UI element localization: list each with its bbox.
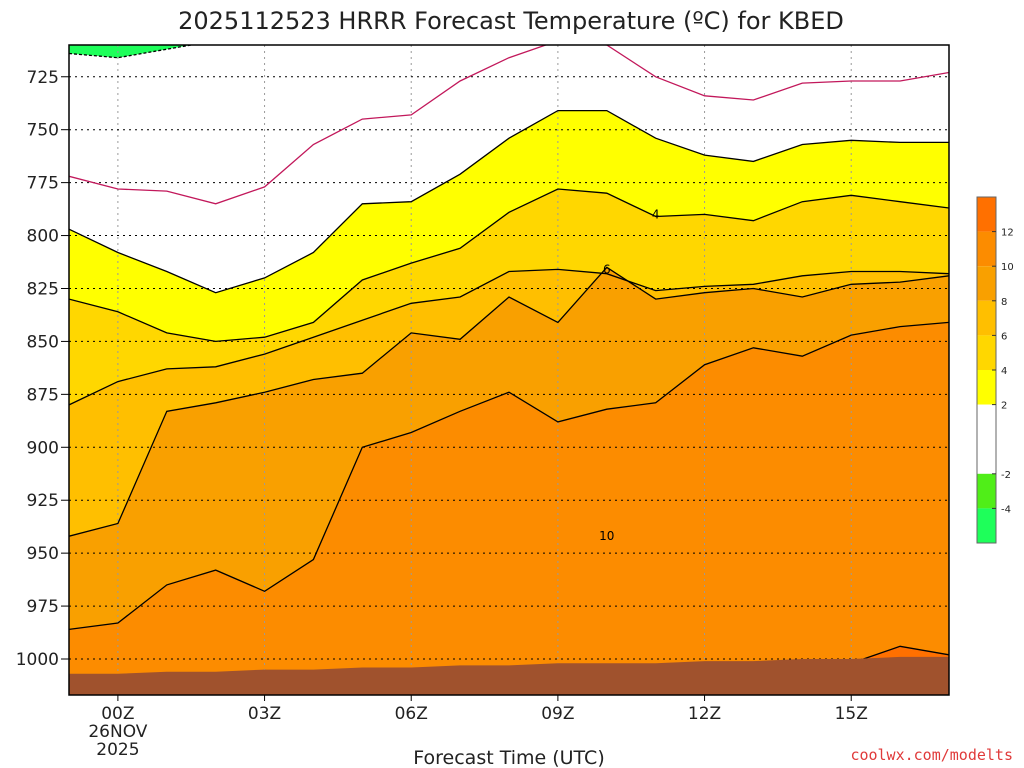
x-tick-label: 15Z xyxy=(835,704,868,724)
isotherm-6 xyxy=(69,268,949,406)
colorbar-swatch xyxy=(977,197,996,232)
y-tick-label: 950 xyxy=(27,544,59,564)
colorbar-swatch xyxy=(977,231,996,267)
y-axis: 725 750 775 800 825 850 875 900 925 950 975 1000 xyxy=(16,68,69,670)
x-tick-label: 00Z xyxy=(101,704,134,724)
colorbar-tick-label: 2 xyxy=(1001,401,1007,412)
isotherm-10 xyxy=(69,321,949,631)
x-axis-label: Forecast Time (UTC) xyxy=(413,747,604,768)
colorbar-swatch xyxy=(977,404,996,440)
x-tick-label: 06Z xyxy=(395,704,428,724)
plot-area xyxy=(69,45,949,695)
colorbar-swatch xyxy=(977,508,996,543)
x-tick-label: 09Z xyxy=(541,704,574,724)
x-tick-label: 03Z xyxy=(248,704,281,724)
isotherm-8 xyxy=(69,266,949,537)
band-fill xyxy=(69,322,949,695)
isotherm-2 xyxy=(69,109,949,294)
colorbar-tick-label: 6 xyxy=(1001,331,1007,342)
contour-label: 4 xyxy=(652,207,660,221)
contour-labels: 4 6 10 xyxy=(599,207,659,543)
colorbar-swatch xyxy=(977,370,996,405)
colorbar-swatch xyxy=(977,300,996,336)
x-tick-label: 26NOV xyxy=(88,722,147,742)
isotherm-lines xyxy=(69,45,949,695)
y-tick-label: 725 xyxy=(27,68,59,88)
x-tick-label: 12Z xyxy=(688,704,721,724)
plot-frame xyxy=(68,44,950,696)
y-tick-label: 750 xyxy=(27,121,59,141)
source-credit: coolwx.com/modelts xyxy=(850,746,1013,764)
colorbar-swatch xyxy=(977,473,996,509)
y-tick-label: 1000 xyxy=(16,650,59,670)
y-tick-label: 800 xyxy=(27,227,59,247)
isotherm-4 xyxy=(69,188,949,343)
y-tick-label: 900 xyxy=(27,438,59,458)
y-tick-label: 775 xyxy=(27,174,59,194)
colorbar-swatch xyxy=(977,335,996,370)
temperature-fills xyxy=(69,45,949,695)
x-tick-label: 2025 xyxy=(96,740,139,760)
colorbar-tick-label: 8 xyxy=(1001,297,1007,308)
ground-area xyxy=(69,656,949,695)
colorbar-legend: -4 -2 2 4 6 8 10 12 xyxy=(976,196,1014,544)
colorbar-tick-label: 10 xyxy=(1001,262,1014,273)
colorbar-tick-label: 12 xyxy=(1001,228,1014,239)
colorbar-tick-label: 4 xyxy=(1001,366,1007,377)
colorbar-tick-label: -2 xyxy=(1001,470,1011,481)
isotherm-0 xyxy=(69,45,949,205)
colorbar-swatch xyxy=(977,439,996,474)
y-tick-label: 825 xyxy=(27,279,59,299)
colorbar-swatch xyxy=(977,266,996,301)
chart-title: 2025112523 HRRR Forecast Temperature (ºC… xyxy=(178,7,844,35)
band-fill-cold xyxy=(69,45,192,58)
y-tick-label: 875 xyxy=(27,385,59,405)
y-tick-label: 850 xyxy=(27,332,59,352)
contour-label: 10 xyxy=(599,529,614,543)
y-tick-label: 975 xyxy=(27,597,59,617)
colorbar-tick-label: -4 xyxy=(1001,504,1011,515)
contour-label: 6 xyxy=(603,262,611,276)
y-tick-label: 925 xyxy=(27,491,59,511)
ground-below-surface xyxy=(69,656,949,695)
